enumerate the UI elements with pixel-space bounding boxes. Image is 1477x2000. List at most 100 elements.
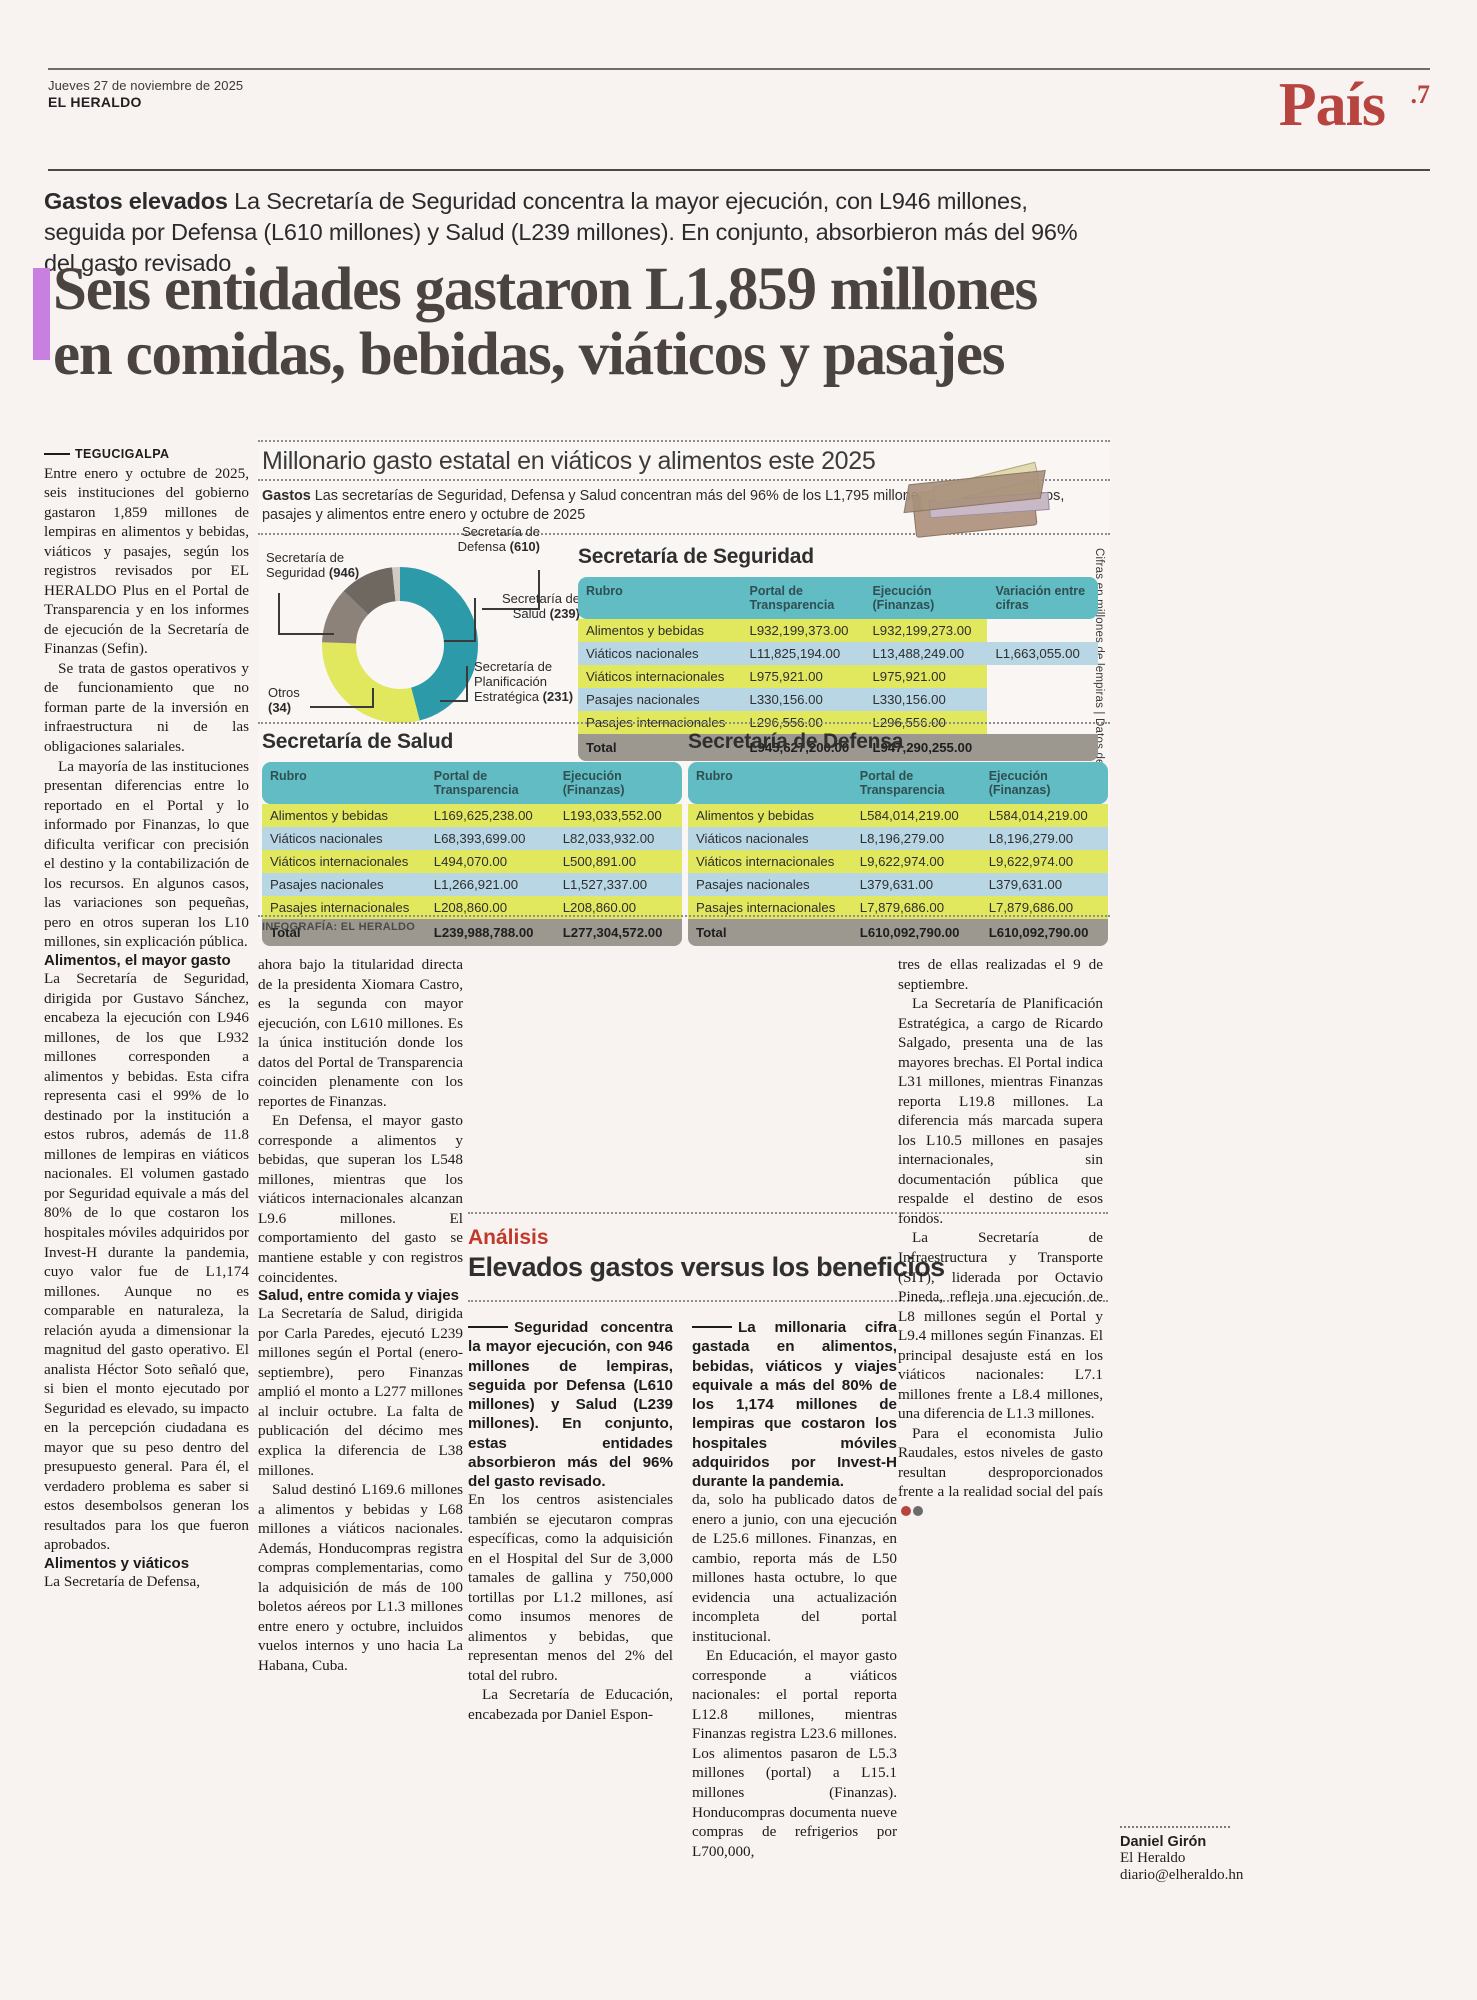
leader-line	[466, 666, 468, 700]
analysis-bullet-1-text: Seguridad concentra la mayor ejecución, …	[468, 1319, 673, 1491]
table-row: Alimentos y bebidas L584,014,219.00 L584,0…	[688, 804, 1108, 827]
section-subhead: Alimentos y viáticos	[44, 1555, 190, 1572]
end-mark-gray-icon	[913, 1505, 923, 1516]
table-defensa: Secretaría de Defensa Rubro Portal de Tr…	[688, 730, 1108, 946]
cell-variacion: L1,663,055.00	[987, 642, 1098, 665]
infographic-bottom-divider	[258, 915, 1110, 917]
table-row: Alimentos y bebidas L169,625,238.00 L193,0…	[262, 804, 682, 827]
table-row: Viáticos internacionales L975,921.00 L975,…	[578, 665, 1098, 688]
table: Rubro Portal de Transparencia Ejecución …	[688, 762, 1108, 946]
cell-ejecucion: L208,860.00	[554, 896, 682, 919]
table-total-row: Total L945,627,200.00 L947,290,255.00	[578, 734, 1098, 761]
top-rule	[48, 68, 1430, 70]
page-number: .7	[1410, 80, 1431, 109]
section-subhead: Alimentos, el mayor gasto	[44, 951, 231, 969]
cell-rubro: Pasajes nacionales	[578, 688, 742, 711]
table-total-row: Total L610,092,790.00 L610,092,790.00	[688, 919, 1108, 946]
paragraph: La Secretaría de Defensa,	[44, 1573, 200, 1591]
cell-portal: L7,879,686.00	[851, 896, 981, 919]
cell-portal: L932,199,373.00	[741, 619, 865, 642]
paragraph: En los centros asistenciales también se …	[468, 1491, 673, 1684]
cell-portal: L379,631.00	[851, 873, 981, 896]
chart-label-salud-value: (239)	[549, 605, 580, 621]
publication-name: EL HERALDO	[48, 94, 142, 110]
paragraph: La mayoría de las instituciones presenta…	[44, 757, 249, 951]
table-seguridad: Secretaría de Seguridad Rubro Portal de …	[578, 545, 1098, 761]
cell-ejecucion: L13,488,249.00	[864, 642, 988, 665]
paragraph: En Educación, el mayor gasto corresponde…	[692, 1647, 897, 1860]
leader-line	[538, 570, 540, 610]
paragraph: La Secretaría de Infraestructura y Trans…	[898, 1229, 1103, 1423]
bullet-dash	[468, 1326, 508, 1328]
dateline-dash	[44, 453, 70, 455]
bullet-dash	[692, 1326, 732, 1328]
table-title: Secretaría de Salud	[262, 730, 454, 753]
table-row: Viáticos nacionales L8,196,279.00 L8,196,2…	[688, 827, 1108, 850]
table-row: Viáticos nacionales L11,825,194.00 L13,488…	[578, 642, 1098, 665]
table-title: Secretaría de Defensa	[688, 730, 904, 753]
article-column-2: ahora bajo la titularidad directa de la …	[258, 955, 463, 1675]
dateline-paragraph: TEGUCIGALPA	[44, 444, 249, 464]
col-rubro: Rubro	[578, 577, 742, 619]
paragraph: da, solo ha publicado datos de enero a j…	[692, 1491, 897, 1645]
leader-line	[440, 700, 468, 702]
chart-label-seguridad-value: (946)	[328, 564, 360, 580]
chart-label-seguridad-name: Secretaría de Seguridad	[266, 550, 345, 580]
cell-portal: L8,196,279.00	[851, 827, 981, 850]
cell-rubro: Viáticos internacionales	[262, 850, 426, 873]
paragraph: Entre enero y octubre de 2025, seis inst…	[44, 464, 249, 658]
cell-variacion	[987, 665, 1098, 688]
dateline-place: TEGUCIGALPA	[44, 447, 169, 461]
cell-ejecucion: L932,199,273.00	[864, 619, 988, 642]
col-variacion: Variación entre cifras	[987, 577, 1098, 619]
paragraph: La Secretaría de Planificación Estratégi…	[898, 995, 1103, 1227]
chart-label-defensa: Secretaría de Defensa (610)	[430, 524, 540, 555]
table-row: Viáticos nacionales L68,393,699.00 L82,033…	[262, 827, 682, 850]
chart-label-otros-value: (34)	[268, 699, 292, 715]
table-row: Pasajes nacionales L330,156.00 L330,156.00	[578, 688, 1098, 711]
col-ejecucion: Ejecución (Finanzas)	[864, 577, 988, 619]
analysis-bullet-2-text: La millonaria cifra gastada en alimentos…	[692, 1319, 897, 1491]
paragraph: Se trata de gastos operativos y de funci…	[44, 659, 249, 755]
analysis-title: Elevados gastos versus los beneficios	[468, 1252, 945, 1282]
cell-total-label: Total	[262, 919, 426, 946]
infographic-divider-2	[258, 479, 1110, 481]
cell-total-label: Total	[688, 919, 852, 946]
kicker-rule	[48, 169, 1430, 171]
cell-ejecucion: L500,891.00	[554, 850, 682, 873]
paragraph: La Secretaría de Educación, encabezada p…	[468, 1686, 673, 1723]
article-column-3: En los centros asistenciales también se …	[468, 1490, 673, 1724]
cell-ejecucion: L193,033,552.00	[554, 804, 682, 827]
leader-line	[310, 706, 374, 708]
col-ejecucion: Ejecución (Finanzas)	[554, 762, 682, 804]
cell-total-label: Total	[578, 734, 742, 761]
article-column-5: tres de ellas realizadas el 9 de septiem…	[898, 955, 1103, 1521]
col-rubro: Rubro	[688, 762, 852, 804]
donut-slice-defensa	[322, 567, 478, 723]
paragraph: ahora bajo la titularidad directa de la …	[258, 956, 463, 1110]
cell-rubro: Alimentos y bebidas	[688, 804, 852, 827]
cell-portal: L584,014,219.00	[851, 804, 981, 827]
leader-line	[482, 608, 540, 610]
cell-variacion	[987, 688, 1098, 711]
chart-label-defensa-value: (610)	[509, 538, 540, 554]
cell-portal: L330,156.00	[741, 688, 865, 711]
byline-email: diario@elheraldo.hn	[1120, 1867, 1244, 1883]
col-ejecucion: Ejecución (Finanzas)	[980, 762, 1108, 804]
cell-total-portal: L945,627,200.00	[741, 734, 865, 761]
kicker-body: La Secretaría de Seguridad concentra la …	[44, 188, 1078, 277]
cell-total-variacion	[987, 734, 1098, 761]
cell-rubro: Viáticos nacionales	[578, 642, 742, 665]
cell-ejecucion: L584,014,219.00	[980, 804, 1108, 827]
paragraph: Salud destinó L169.6 millones a alimento…	[258, 1481, 463, 1674]
cell-total-ejecucion: L610,092,790.00	[980, 919, 1108, 946]
cell-portal: L68,393,699.00	[425, 827, 555, 850]
leader-line	[444, 640, 476, 642]
table-row: Pasajes internacionales L7,879,686.00 L7,8…	[688, 896, 1108, 919]
analysis-top-divider	[468, 1212, 1108, 1214]
cell-rubro: Pasajes nacionales	[262, 873, 426, 896]
infographic-top-divider	[258, 440, 1110, 442]
article-column-1: TEGUCIGALPA Entre enero y octubre de 202…	[44, 444, 249, 1592]
cell-rubro: Viáticos nacionales	[262, 827, 426, 850]
